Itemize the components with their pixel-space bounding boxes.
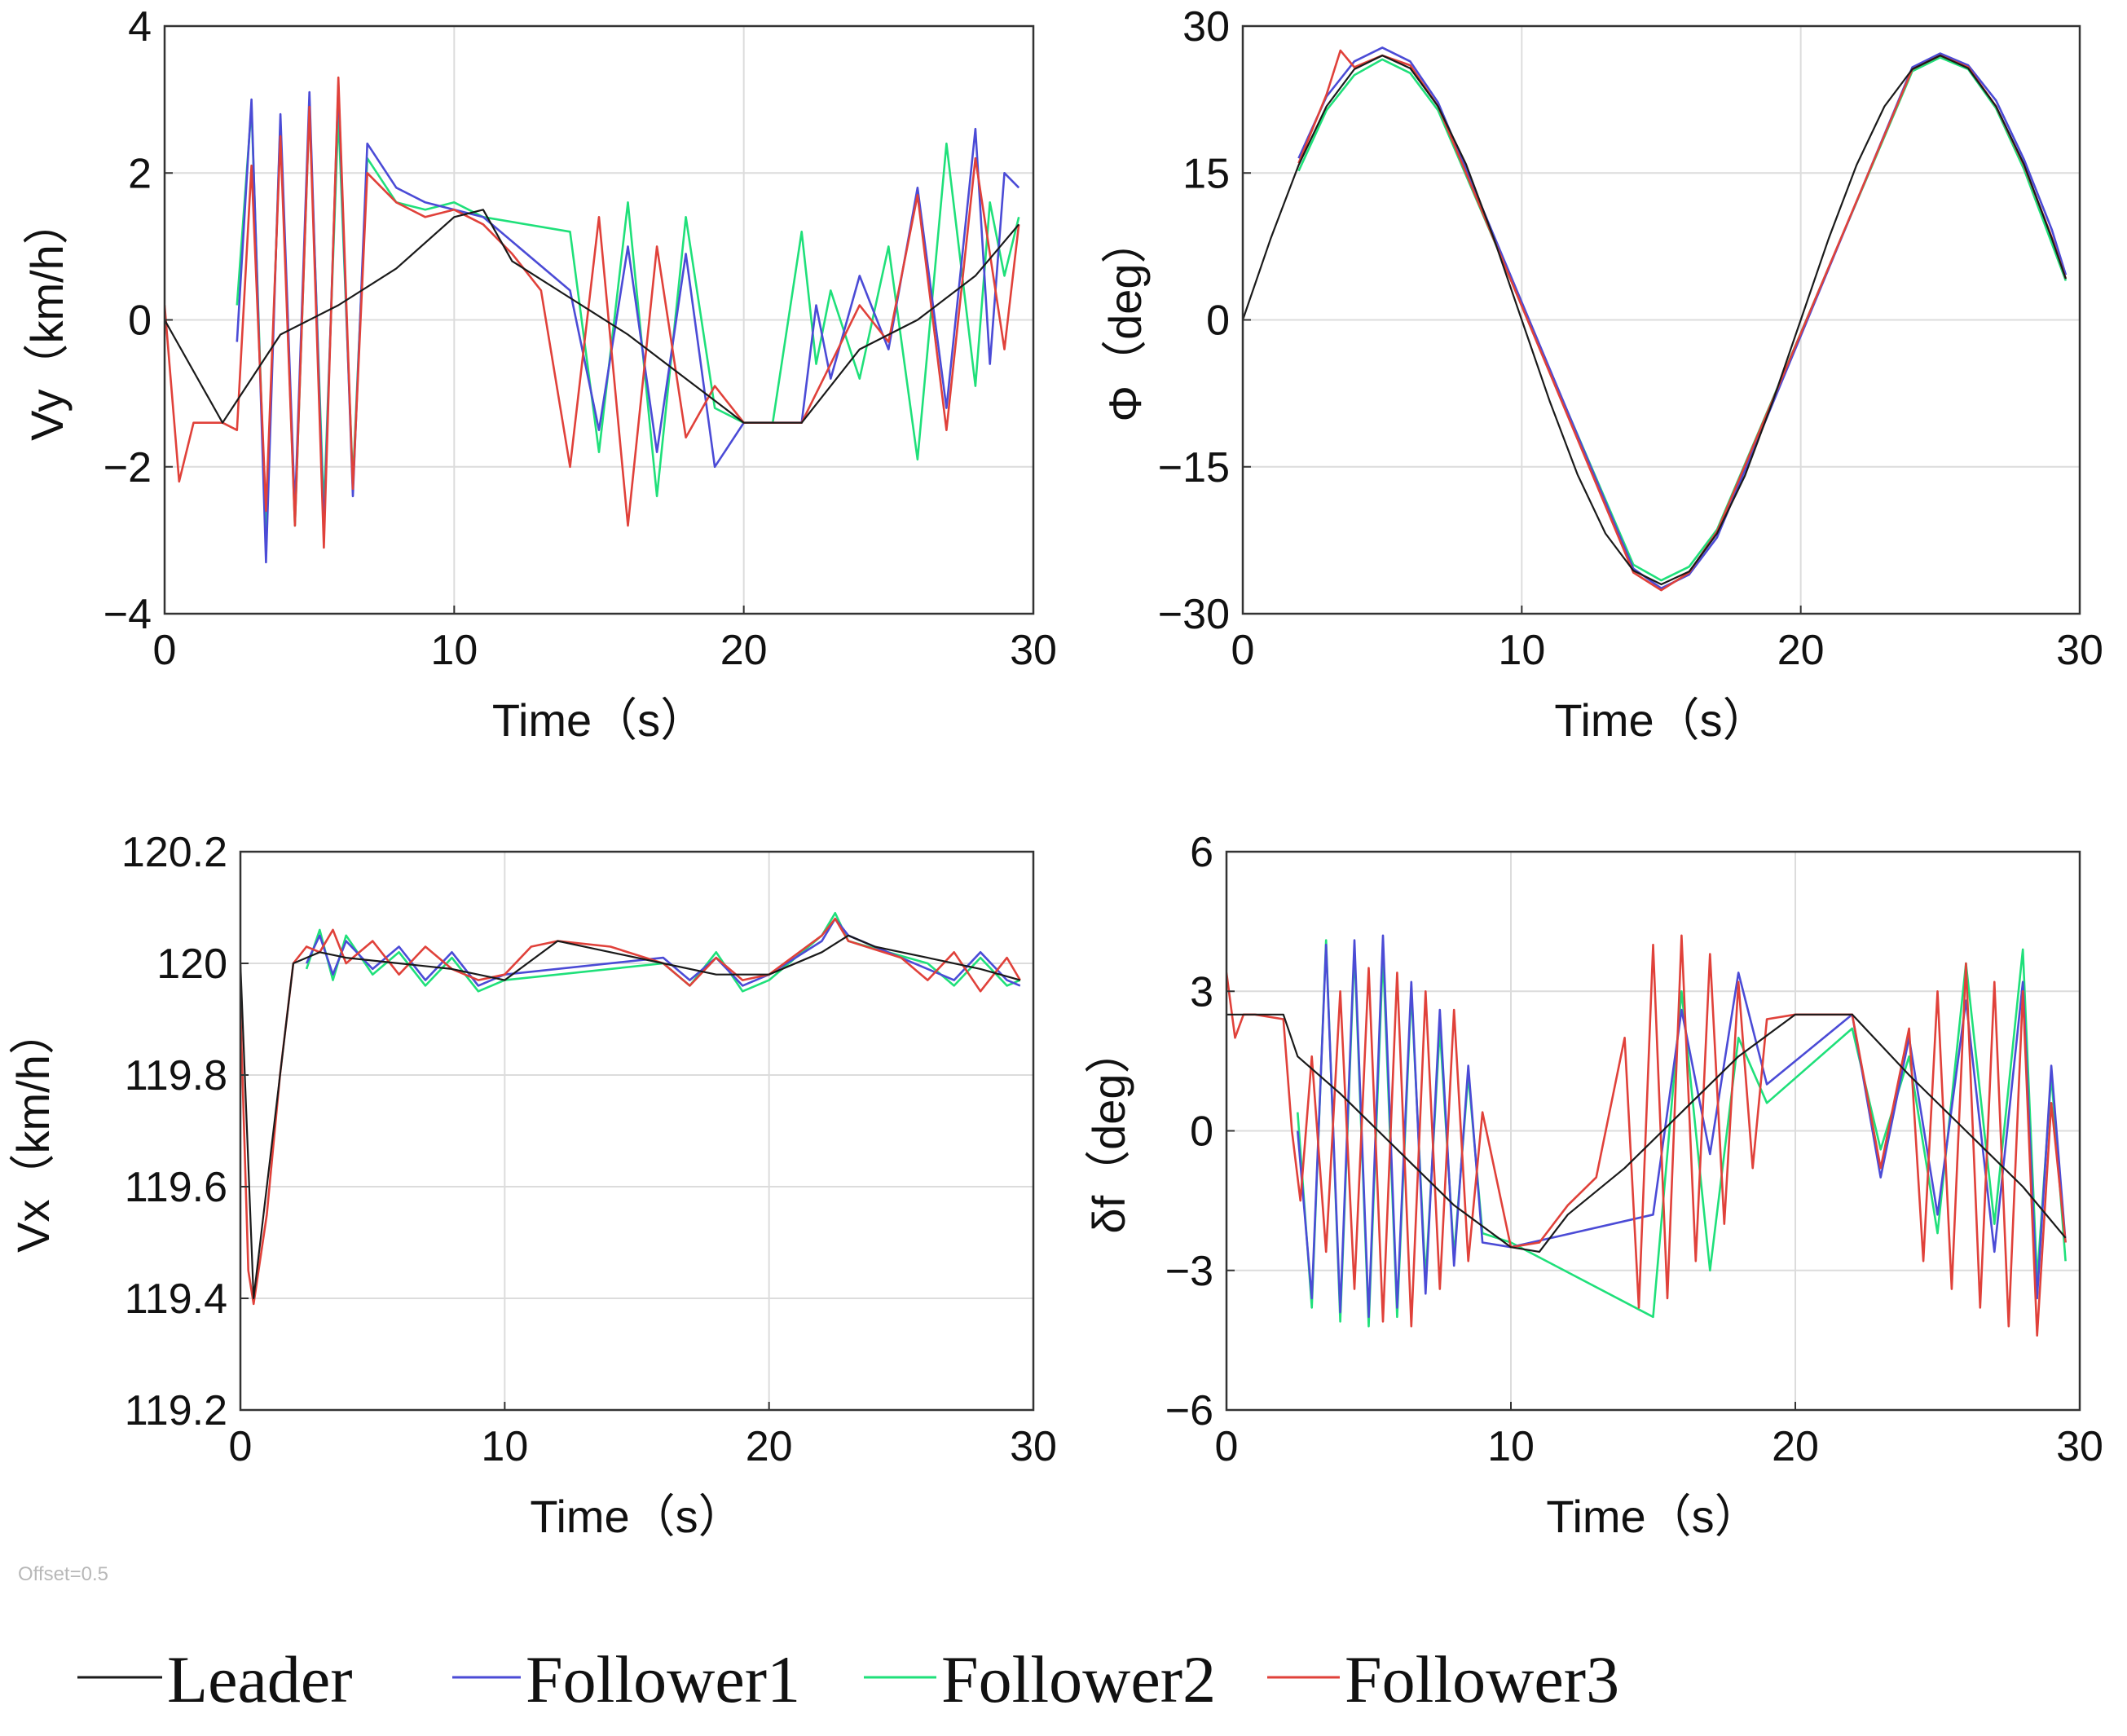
x-tick-label: 30	[1010, 1423, 1057, 1470]
x-axis-label: Time（s）	[492, 694, 706, 746]
legend-item-follower2: Follower2	[864, 1642, 1216, 1716]
legend-label: Leader	[167, 1642, 353, 1716]
chart-vx: 0 10 20 30 119.2 119.4 119.6 119.8 120 120.2 Time（…	[7, 829, 1057, 1542]
legend-item-follower1: Follower1	[452, 1642, 800, 1716]
y-tick-label: −2	[103, 444, 152, 491]
series-group	[165, 76, 1020, 564]
x-tick-label: 30	[2056, 627, 2103, 674]
x-axis-label: Time（s）	[530, 1491, 743, 1542]
x-tick-label: 10	[1498, 627, 1545, 674]
y-tick-label: 119.8	[125, 1052, 227, 1099]
x-tick-label: 10	[481, 1423, 528, 1470]
series-group	[1226, 934, 2067, 1337]
x-tick-label: 30	[2056, 1423, 2103, 1470]
y-axis-label: Vx（km/h）	[7, 1009, 59, 1253]
y-axis-label: Vy（km/h）	[21, 199, 73, 441]
series-line-leader	[1226, 1013, 2067, 1254]
series-group	[1243, 46, 2068, 592]
series-line-follower2	[1297, 56, 2068, 582]
y-tick-label: −3	[1165, 1248, 1213, 1295]
legend-label: Follower2	[941, 1642, 1216, 1716]
series-group	[240, 912, 1021, 1306]
y-tick-label: −6	[1165, 1387, 1213, 1434]
x-tick-label: 0	[153, 627, 177, 674]
legend-label: Follower3	[1345, 1642, 1619, 1716]
x-tick-label: 0	[229, 1423, 253, 1470]
x-tick-label: 30	[1010, 627, 1057, 674]
y-tick-label: 0	[1206, 297, 1230, 345]
y-tick-label: 4	[128, 3, 152, 51]
legend-item-follower3: Follower3	[1267, 1642, 1619, 1716]
series-line-leader	[240, 934, 1021, 1300]
x-tick-label: 0	[1231, 627, 1255, 674]
series-line-follower1	[1297, 934, 2067, 1319]
axes-box	[239, 850, 1035, 1412]
x-tick-label: 20	[720, 627, 768, 674]
y-tick-label: 0	[1190, 1108, 1213, 1156]
y-tick-label: 3	[1190, 968, 1213, 1016]
y-tick-label: 2	[128, 150, 152, 197]
offset-note: Offset=0.5	[18, 1563, 108, 1585]
chart-phi: 0 10 20 30 −30 −15 0 15 30 Time（s） Φ（deg）	[1099, 3, 2103, 746]
x-tick-label: 10	[430, 627, 478, 674]
series-line-leader	[1243, 54, 2067, 586]
y-tick-label: 119.2	[125, 1387, 227, 1434]
series-line-follower3	[165, 76, 1020, 549]
plot-area	[240, 852, 1033, 1410]
x-tick-label: 20	[746, 1423, 793, 1470]
y-tick-label: 30	[1182, 3, 1230, 51]
y-axis-label: δf（deg）	[1083, 1028, 1134, 1233]
x-axis-label: Time（s）	[1546, 1491, 1759, 1542]
series-line-follower3	[240, 917, 1021, 1306]
y-tick-label: 119.4	[125, 1276, 227, 1323]
y-tick-label: 15	[1182, 150, 1230, 197]
legend-label: Follower1	[526, 1642, 800, 1716]
chart-vy: 0 10 20 30 −4 −2 0 2 4 Time（s） Vy（km/h）	[21, 3, 1057, 746]
y-tick-label: 120.2	[121, 829, 227, 876]
series-line-follower3	[1226, 934, 2067, 1337]
legend-item-leader: Leader	[77, 1642, 353, 1716]
y-axis-label: Φ（deg）	[1099, 218, 1151, 421]
legend: Leader Follower1 Follower2 Follower3	[77, 1642, 1619, 1716]
x-tick-label: 20	[1772, 1423, 1819, 1470]
x-axis-label: Time（s）	[1554, 694, 1768, 746]
series-line-follower1	[1297, 46, 2068, 590]
x-tick-label: 0	[1215, 1423, 1239, 1470]
series-line-leader	[165, 209, 1020, 424]
x-tick-label: 10	[1487, 1423, 1535, 1470]
y-tick-label: 0	[128, 297, 152, 345]
y-tick-label: 119.6	[125, 1164, 227, 1211]
y-tick-label: −15	[1158, 444, 1230, 491]
y-tick-label: −30	[1158, 591, 1230, 638]
y-tick-label: −4	[103, 591, 152, 638]
y-tick-label: 6	[1190, 829, 1213, 876]
chart-df: 0 10 20 30 −6 −3 0 3 6 Time（s） δf（deg）	[1083, 829, 2103, 1542]
y-tick-label: 120	[156, 941, 227, 988]
x-tick-label: 20	[1777, 627, 1825, 674]
